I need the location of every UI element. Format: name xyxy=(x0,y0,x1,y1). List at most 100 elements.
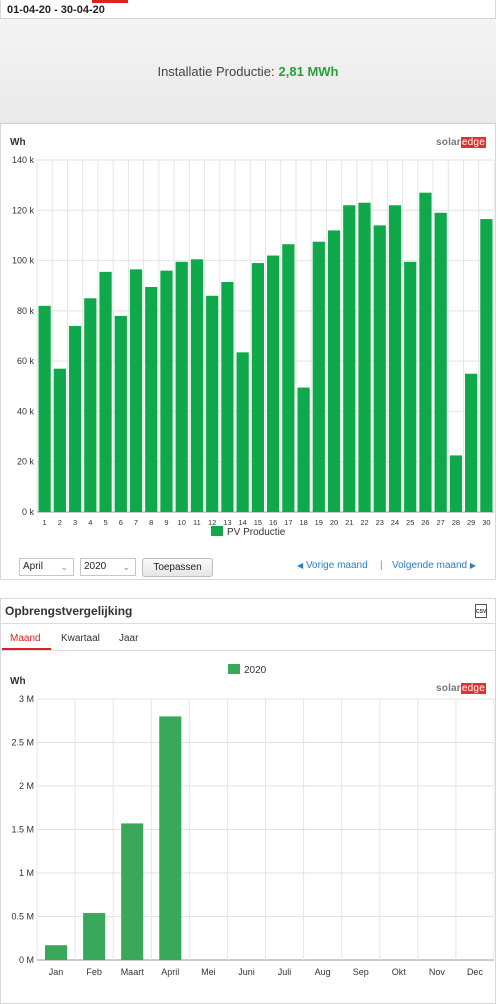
x-tick-label: 28 xyxy=(452,518,460,527)
x-tick-label: 29 xyxy=(467,518,475,527)
x-tick-label: 10 xyxy=(178,518,186,527)
kpi-label: Installatie Productie: xyxy=(157,64,275,79)
legend-swatch xyxy=(211,526,223,536)
bar xyxy=(45,945,68,960)
x-tick-label: Sep xyxy=(353,967,369,977)
chart2-legend: 2020 xyxy=(228,664,266,676)
bar xyxy=(145,286,158,512)
x-tick-label: 26 xyxy=(421,518,429,527)
bar xyxy=(282,244,295,512)
divider xyxy=(0,18,496,19)
x-tick-label: 19 xyxy=(315,518,323,527)
bar xyxy=(99,271,112,512)
x-tick-label: 11 xyxy=(193,518,201,527)
bar xyxy=(159,716,182,960)
y-tick-label: 1 M xyxy=(19,868,34,878)
x-tick-label: Feb xyxy=(86,967,102,977)
y-tick-label: 60 k xyxy=(17,356,35,366)
x-tick-label: 30 xyxy=(482,518,490,527)
monthly-comparison-chart: 0 M 0.5 M 1 M 1.5 M 2 M 2.5 M 3 M Jan Feb Maart Ap… xyxy=(11,694,495,977)
tab-quarter[interactable]: Kwartaal xyxy=(61,633,100,644)
comparison-title: Opbrengstvergelijking xyxy=(5,604,133,618)
bar xyxy=(206,295,219,512)
bar xyxy=(480,219,493,512)
y-tick-label: 1.5 M xyxy=(11,825,34,835)
x-tick-label: Dec xyxy=(467,967,484,977)
bar xyxy=(121,823,144,960)
x-tick-label: 14 xyxy=(238,518,246,527)
logo-part-1: solar xyxy=(436,137,461,148)
previous-month-label: Vorige maand xyxy=(305,560,368,571)
solaredge-logo: solaredge xyxy=(436,683,486,694)
x-tick-label: April xyxy=(161,967,179,977)
x-tick-label: 24 xyxy=(391,518,399,527)
x-tick-label: 18 xyxy=(299,518,307,527)
y-tick-label: 2 M xyxy=(19,781,34,791)
legend-label-2020: 2020 xyxy=(244,665,267,676)
y-tick-label: 80 k xyxy=(17,306,35,316)
month-select[interactable]: April ⌄ xyxy=(19,558,74,576)
x-tick-label: Jan xyxy=(49,967,64,977)
x-tick-label: 25 xyxy=(406,518,414,527)
year-select[interactable]: 2020 ⌄ xyxy=(80,558,136,576)
bar xyxy=(68,325,82,512)
tab-month[interactable]: Maand xyxy=(10,633,41,644)
x-tick-label: 1 xyxy=(43,518,47,527)
bar xyxy=(343,205,356,512)
logo-part-2: edge xyxy=(460,683,486,694)
x-tick-label: 16 xyxy=(269,518,277,527)
kpi-line: Installatie Productie: 2,81 MWh xyxy=(0,64,496,79)
y-tick-label: 0 M xyxy=(19,955,34,965)
kpi-box: Installatie Productie: 2,81 MWh xyxy=(0,19,496,124)
caret-right-icon: ▶ xyxy=(469,561,477,570)
next-month-link[interactable]: Volgende maand ▶ xyxy=(392,560,476,571)
bar xyxy=(221,281,234,512)
bar xyxy=(114,315,127,512)
bar xyxy=(175,261,188,512)
bar xyxy=(327,230,341,512)
bar xyxy=(434,212,447,513)
chevron-down-icon: ⌄ xyxy=(122,562,130,572)
bar xyxy=(267,255,280,512)
year-select-value: 2020 xyxy=(84,561,107,572)
comparison-panel xyxy=(0,598,496,1004)
x-tick-label: Aug xyxy=(315,967,331,977)
x-tick-label: 27 xyxy=(437,518,445,527)
x-tick-label: 12 xyxy=(208,518,216,527)
bar xyxy=(129,269,143,512)
x-tick-label: 9 xyxy=(164,518,168,527)
date-range: 01-04-20 - 30-04-20 xyxy=(7,4,105,16)
x-tick-label: 4 xyxy=(88,518,92,527)
bar xyxy=(38,305,51,512)
y-tick-label: 20 k xyxy=(17,457,35,467)
x-tick-label: 22 xyxy=(360,518,368,527)
chevron-down-icon: ⌄ xyxy=(60,562,68,572)
chart2-unit: Wh xyxy=(10,676,26,687)
bar xyxy=(83,913,106,960)
y-tick-label: 0.5 M xyxy=(11,912,34,922)
apply-button[interactable]: Toepassen xyxy=(142,558,213,577)
bar xyxy=(404,261,417,512)
x-tick-label: 3 xyxy=(73,518,77,527)
divider xyxy=(0,623,496,624)
x-tick-label: Mei xyxy=(201,967,216,977)
bar xyxy=(53,368,66,512)
bar xyxy=(358,202,371,512)
bar xyxy=(190,259,204,512)
bar xyxy=(236,352,249,512)
previous-month-link[interactable]: ◀ Vorige maand xyxy=(297,560,368,571)
bar xyxy=(419,192,432,512)
csv-export-icon[interactable]: CSV xyxy=(475,604,487,618)
active-tab-underline xyxy=(2,648,51,650)
link-separator: | xyxy=(380,560,383,571)
bar xyxy=(84,298,97,512)
legend-swatch xyxy=(228,664,240,674)
y-tick-label: 40 k xyxy=(17,406,35,416)
x-tick-label: Juli xyxy=(278,967,292,977)
bar xyxy=(312,241,325,512)
x-tick-label: Okt xyxy=(392,967,407,977)
legend-label: PV Productie xyxy=(227,527,286,538)
caret-left-icon: ◀ xyxy=(297,561,304,570)
x-tick-label: 20 xyxy=(330,518,338,527)
tab-year[interactable]: Jaar xyxy=(119,633,139,644)
